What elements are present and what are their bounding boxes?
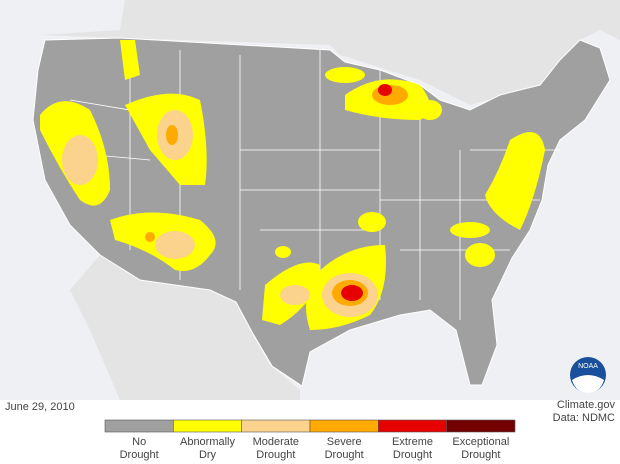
- source: Data: NDMC: [553, 412, 615, 424]
- credit: Climate.gov: [557, 399, 616, 411]
- date: June 29, 2010: [5, 401, 75, 413]
- legend-label: Drought: [461, 449, 500, 461]
- legend-label: Drought: [256, 449, 295, 461]
- legend-swatch: [104, 419, 174, 433]
- mexico: [70, 255, 300, 400]
- legend-swatch: [446, 419, 516, 433]
- canada: [40, 0, 620, 105]
- legend-swatch: [241, 419, 311, 433]
- legend-label: No: [132, 436, 146, 448]
- legend-label: Abnormally: [180, 436, 236, 448]
- noaa-logo: NOAA: [570, 357, 606, 393]
- legend-label: Extreme: [392, 436, 433, 448]
- logo-text: NOAA: [578, 363, 598, 370]
- legend-label: Severe: [327, 436, 362, 448]
- legend-label: Dry: [199, 449, 217, 461]
- legend-label: Drought: [120, 449, 159, 461]
- legend-swatch: [173, 419, 242, 433]
- legend-label: Drought: [393, 449, 432, 461]
- legend-swatch: [309, 419, 379, 433]
- us-map: [32, 37, 611, 387]
- legend: NoDroughtAbnormallyDryModerateDroughtSev…: [104, 419, 516, 461]
- legend-label: Drought: [325, 449, 364, 461]
- legend-label: Exceptional: [452, 436, 509, 448]
- legend-swatch: [378, 419, 447, 433]
- legend-label: Moderate: [253, 436, 299, 448]
